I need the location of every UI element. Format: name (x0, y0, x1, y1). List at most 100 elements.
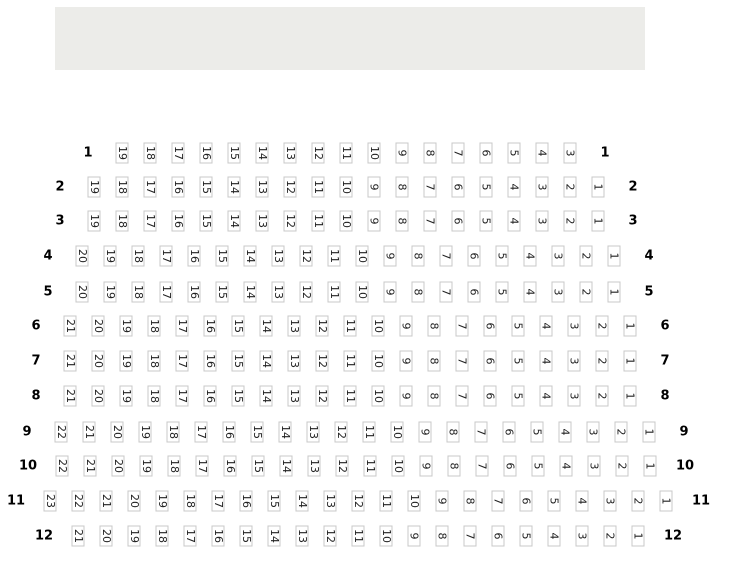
seat[interactable]: 5 (511, 385, 525, 407)
seat[interactable]: 3 (535, 210, 549, 232)
seat[interactable]: 12 (323, 525, 337, 547)
seat[interactable]: 3 (551, 245, 565, 267)
seat[interactable]: 1 (607, 281, 621, 303)
seat[interactable]: 19 (119, 350, 133, 372)
seat[interactable]: 3 (586, 421, 600, 443)
seat[interactable]: 15 (199, 210, 213, 232)
seat[interactable]: 18 (147, 315, 161, 337)
seat[interactable]: 9 (367, 210, 381, 232)
seat[interactable]: 2 (603, 525, 617, 547)
seat[interactable]: 9 (395, 142, 409, 164)
seat[interactable]: 14 (259, 350, 273, 372)
seat[interactable]: 18 (147, 350, 161, 372)
seat[interactable]: 4 (523, 245, 537, 267)
seat[interactable]: 13 (271, 245, 285, 267)
seat[interactable]: 17 (143, 210, 157, 232)
seat[interactable]: 15 (231, 385, 245, 407)
seat[interactable]: 17 (159, 281, 173, 303)
seat[interactable]: 17 (175, 350, 189, 372)
seat[interactable]: 13 (295, 525, 309, 547)
seat[interactable]: 9 (419, 455, 433, 477)
seat[interactable]: 13 (307, 455, 321, 477)
seat[interactable]: 2 (595, 315, 609, 337)
seat[interactable]: 5 (511, 350, 525, 372)
seat[interactable]: 2 (579, 245, 593, 267)
seat[interactable]: 13 (287, 385, 301, 407)
seat[interactable]: 18 (131, 245, 145, 267)
seat[interactable]: 8 (435, 525, 449, 547)
seat[interactable]: 11 (327, 245, 341, 267)
seat[interactable]: 18 (115, 176, 129, 198)
seat[interactable]: 8 (463, 490, 477, 512)
seat[interactable]: 11 (311, 176, 325, 198)
seat[interactable]: 14 (267, 525, 281, 547)
seat[interactable]: 9 (435, 490, 449, 512)
seat[interactable]: 14 (227, 210, 241, 232)
seat[interactable]: 5 (495, 245, 509, 267)
seat[interactable]: 5 (495, 281, 509, 303)
seat[interactable]: 12 (315, 385, 329, 407)
seat[interactable]: 11 (311, 210, 325, 232)
seat[interactable]: 9 (399, 315, 413, 337)
seat[interactable]: 19 (119, 315, 133, 337)
seat[interactable]: 19 (103, 245, 117, 267)
seat[interactable]: 14 (243, 245, 257, 267)
seat[interactable]: 20 (110, 421, 124, 443)
seat[interactable]: 15 (215, 245, 229, 267)
seat[interactable]: 1 (591, 176, 605, 198)
seat[interactable]: 9 (407, 525, 421, 547)
seat[interactable]: 10 (367, 142, 381, 164)
seat[interactable]: 15 (231, 315, 245, 337)
seat[interactable]: 1 (659, 490, 673, 512)
seat[interactable]: 4 (575, 490, 589, 512)
seat[interactable]: 6 (502, 421, 516, 443)
seat[interactable]: 16 (203, 315, 217, 337)
seat[interactable]: 6 (479, 142, 493, 164)
seat[interactable]: 1 (631, 525, 645, 547)
seat[interactable]: 4 (539, 315, 553, 337)
seat[interactable]: 18 (147, 385, 161, 407)
seat[interactable]: 3 (587, 455, 601, 477)
seat[interactable]: 20 (127, 490, 141, 512)
seat[interactable]: 22 (55, 455, 69, 477)
seat[interactable]: 22 (71, 490, 85, 512)
seat[interactable]: 19 (115, 142, 129, 164)
seat[interactable]: 3 (535, 176, 549, 198)
seat[interactable]: 6 (491, 525, 505, 547)
seat[interactable]: 1 (591, 210, 605, 232)
seat[interactable]: 2 (563, 210, 577, 232)
seat[interactable]: 7 (463, 525, 477, 547)
seat[interactable]: 15 (250, 421, 264, 443)
seat[interactable]: 14 (255, 142, 269, 164)
seat[interactable]: 5 (479, 176, 493, 198)
seat[interactable]: 3 (563, 142, 577, 164)
seat[interactable]: 9 (383, 281, 397, 303)
seat[interactable]: 10 (371, 350, 385, 372)
seat[interactable]: 21 (63, 350, 77, 372)
seat[interactable]: 6 (467, 245, 481, 267)
seat[interactable]: 21 (63, 385, 77, 407)
seat[interactable]: 1 (643, 455, 657, 477)
seat[interactable]: 8 (427, 385, 441, 407)
seat[interactable]: 18 (115, 210, 129, 232)
seat[interactable]: 5 (507, 142, 521, 164)
seat[interactable]: 3 (575, 525, 589, 547)
seat[interactable]: 4 (547, 525, 561, 547)
seat[interactable]: 2 (615, 455, 629, 477)
seat[interactable]: 13 (255, 176, 269, 198)
seat[interactable]: 8 (447, 455, 461, 477)
seat[interactable]: 20 (75, 245, 89, 267)
seat[interactable]: 23 (43, 490, 57, 512)
seat[interactable]: 10 (371, 385, 385, 407)
seat[interactable]: 19 (139, 455, 153, 477)
seat[interactable]: 16 (171, 176, 185, 198)
seat[interactable]: 6 (483, 350, 497, 372)
seat[interactable]: 16 (222, 421, 236, 443)
seat[interactable]: 10 (391, 455, 405, 477)
seat[interactable]: 18 (131, 281, 145, 303)
seat[interactable]: 15 (227, 142, 241, 164)
seat[interactable]: 14 (259, 385, 273, 407)
seat[interactable]: 11 (362, 421, 376, 443)
seat[interactable]: 15 (199, 176, 213, 198)
seat[interactable]: 12 (315, 315, 329, 337)
